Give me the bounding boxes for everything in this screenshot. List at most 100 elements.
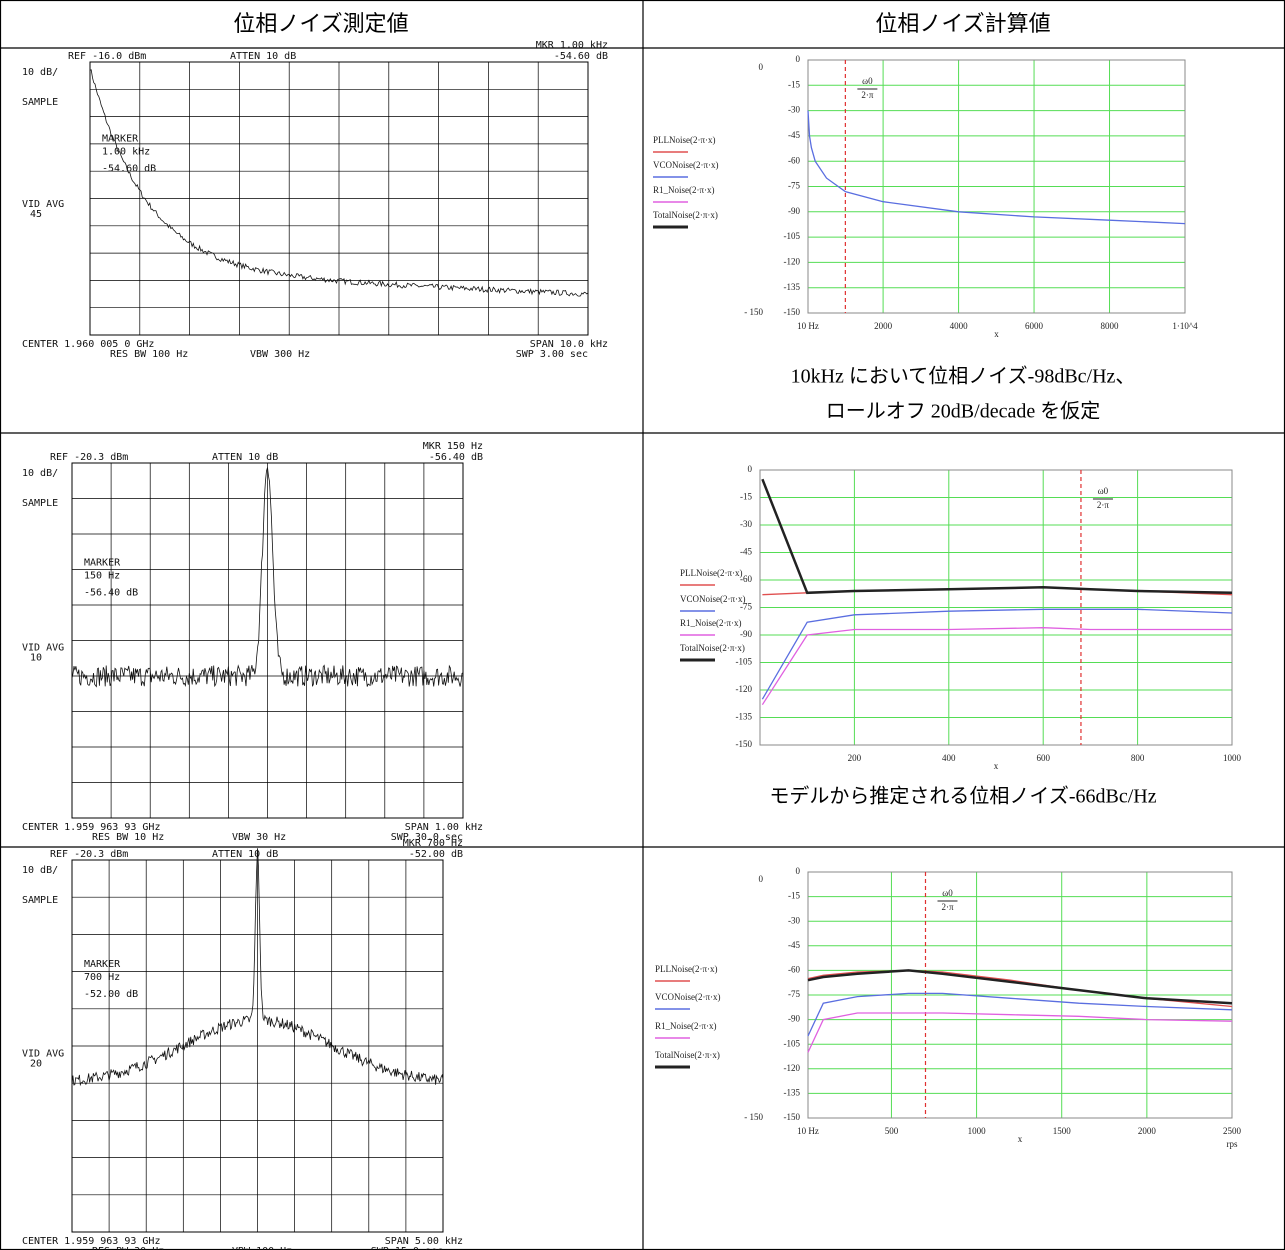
analyzer-label: MARKER — [84, 959, 121, 970]
analyzer-label: MKR 150 Hz — [423, 441, 483, 452]
marker-label: ω0 — [1098, 486, 1109, 496]
legend-label: TotalNoise(2·π·x) — [655, 1050, 720, 1060]
analyzer-label: REF -20.3 dBm — [50, 849, 128, 860]
outer-label: 0 — [759, 874, 764, 884]
series-line — [808, 111, 1185, 224]
analyzer-label: VID AVG — [22, 643, 64, 654]
legend-label: VCONoise(2·π·x) — [680, 594, 746, 604]
x-tick-label: 500 — [885, 1126, 899, 1136]
analyzer-label: 45 — [30, 209, 42, 220]
y-tick-label: -45 — [740, 547, 752, 557]
analyzer-label: 10 dB/ — [22, 67, 58, 78]
y-tick-label: -105 — [784, 231, 801, 241]
analyzer-label: SAMPLE — [22, 498, 58, 509]
x-tick-label: 1000 — [1223, 753, 1242, 763]
y-tick-label: -135 — [784, 1087, 801, 1097]
x-tick-label: 1000 — [968, 1126, 987, 1136]
legend-label: R1_Noise(2·π·x) — [680, 618, 742, 628]
y-tick-label: -75 — [788, 181, 800, 191]
y-tick-label: -120 — [784, 256, 801, 266]
analyzer-label: -56.40 dB — [429, 452, 483, 463]
analyzer-label: 20 — [30, 1058, 42, 1069]
x-unit: rps — [1227, 1139, 1238, 1149]
x-tick-label: 600 — [1036, 753, 1050, 763]
x-tick-label: 8000 — [1101, 321, 1120, 331]
y-tick-label: -105 — [784, 1038, 801, 1048]
y-tick-label: -60 — [788, 155, 800, 165]
analyzer-label: RES BW 100 Hz — [110, 349, 188, 360]
x-axis-label: x — [994, 329, 999, 339]
analyzer-label: SWP 3.00 sec — [516, 349, 588, 360]
header: 位相ノイズ測定値 — [233, 12, 408, 37]
analyzer-label: MKR 1.00 kHz — [536, 40, 608, 51]
analyzer-label: ATTEN 10 dB — [212, 452, 278, 463]
analyzer-label: REF -16.0 dBm — [68, 51, 146, 62]
analyzer-label: VBW 100 Hz — [232, 1246, 292, 1250]
x-axis-label: x — [1018, 1134, 1023, 1144]
x-tick-label: 2000 — [1138, 1126, 1157, 1136]
x-tick-label: 800 — [1131, 753, 1145, 763]
marker-label: ω0 — [862, 76, 873, 86]
marker-label: 2·π — [941, 902, 953, 912]
analyzer-label: 10 dB/ — [22, 468, 58, 479]
analyzer-label: -52.00 dB — [84, 989, 138, 1000]
x-tick-label: 400 — [942, 753, 956, 763]
analyzer-label: VBW 30 Hz — [232, 832, 286, 843]
caption: 10kHz において位相ノイズ-98dBc/Hz、 — [791, 365, 1136, 388]
y-tick-label: 0 — [796, 54, 801, 64]
analyzer-label: 150 Hz — [84, 570, 120, 581]
y-tick-label: -90 — [788, 1014, 800, 1024]
series-line — [762, 628, 1232, 705]
x-tick-label: 2500 — [1223, 1126, 1242, 1136]
analyzer-label: ATTEN 10 dB — [212, 849, 278, 860]
caption: ロールオフ 20dB/decade を仮定 — [826, 400, 1100, 423]
legend-label: VCONoise(2·π·x) — [653, 160, 719, 170]
analyzer-label: -54.60 dB — [554, 51, 608, 62]
analyzer-label: 1.00 kHz — [102, 146, 150, 157]
analyzer-label: -52.00 dB — [409, 849, 463, 860]
y-tick-label: -90 — [788, 206, 800, 216]
legend-label: PLLNoise(2·π·x) — [653, 135, 716, 145]
analyzer-label: MARKER — [84, 557, 121, 568]
y-tick-label: -150 — [784, 1112, 801, 1122]
marker-label: 2·π — [1097, 500, 1109, 510]
series-line — [808, 970, 1232, 1003]
y-tick-label: -30 — [788, 105, 800, 115]
y-tick-label: -150 — [736, 739, 753, 749]
analyzer-label: SWP 15.0 sec — [371, 1246, 443, 1250]
table-borders — [0, 0, 1285, 1250]
y-tick-label: -120 — [736, 684, 753, 694]
legend-label: R1_Noise(2·π·x) — [655, 1021, 717, 1031]
outer-label: - 150 — [744, 1112, 763, 1122]
x-tick-label: 4000 — [950, 321, 969, 331]
x-tick-label: 10 Hz — [797, 321, 819, 331]
analyzer-label: 10 dB/ — [22, 865, 58, 876]
y-tick-label: -60 — [788, 964, 800, 974]
series-line — [808, 970, 1232, 1006]
marker-label: 2·π — [861, 90, 873, 100]
legend-label: VCONoise(2·π·x) — [655, 992, 721, 1002]
marker-label: ω0 — [942, 888, 953, 898]
outer-label: 0 — [759, 62, 764, 72]
legend-label: TotalNoise(2·π·x) — [653, 210, 718, 220]
y-tick-label: -45 — [788, 940, 800, 950]
x-tick-label: 200 — [848, 753, 862, 763]
analyzer-label: 10 — [30, 653, 42, 664]
y-tick-label: -45 — [788, 130, 800, 140]
legend-label: PLLNoise(2·π·x) — [680, 568, 743, 578]
y-tick-label: -105 — [736, 657, 753, 667]
legend-label: R1_Noise(2·π·x) — [653, 185, 715, 195]
x-tick-label: 10 Hz — [797, 1126, 819, 1136]
y-tick-label: -15 — [740, 492, 752, 502]
x-tick-label: 6000 — [1025, 321, 1044, 331]
series-line — [762, 609, 1232, 699]
analyzer-label: VID AVG — [22, 1048, 64, 1059]
x-axis-label: x — [994, 761, 999, 771]
analyzer-label: RES BW 30 Hz — [92, 1246, 164, 1250]
x-tick-label: 1500 — [1053, 1126, 1072, 1136]
x-tick-label: 2000 — [874, 321, 893, 331]
y-tick-label: -30 — [740, 519, 752, 529]
analyzer-label: -56.40 dB — [84, 587, 138, 598]
analyzer-label: 700 Hz — [84, 972, 120, 983]
analyzer-label: REF -20.3 dBm — [50, 452, 128, 463]
